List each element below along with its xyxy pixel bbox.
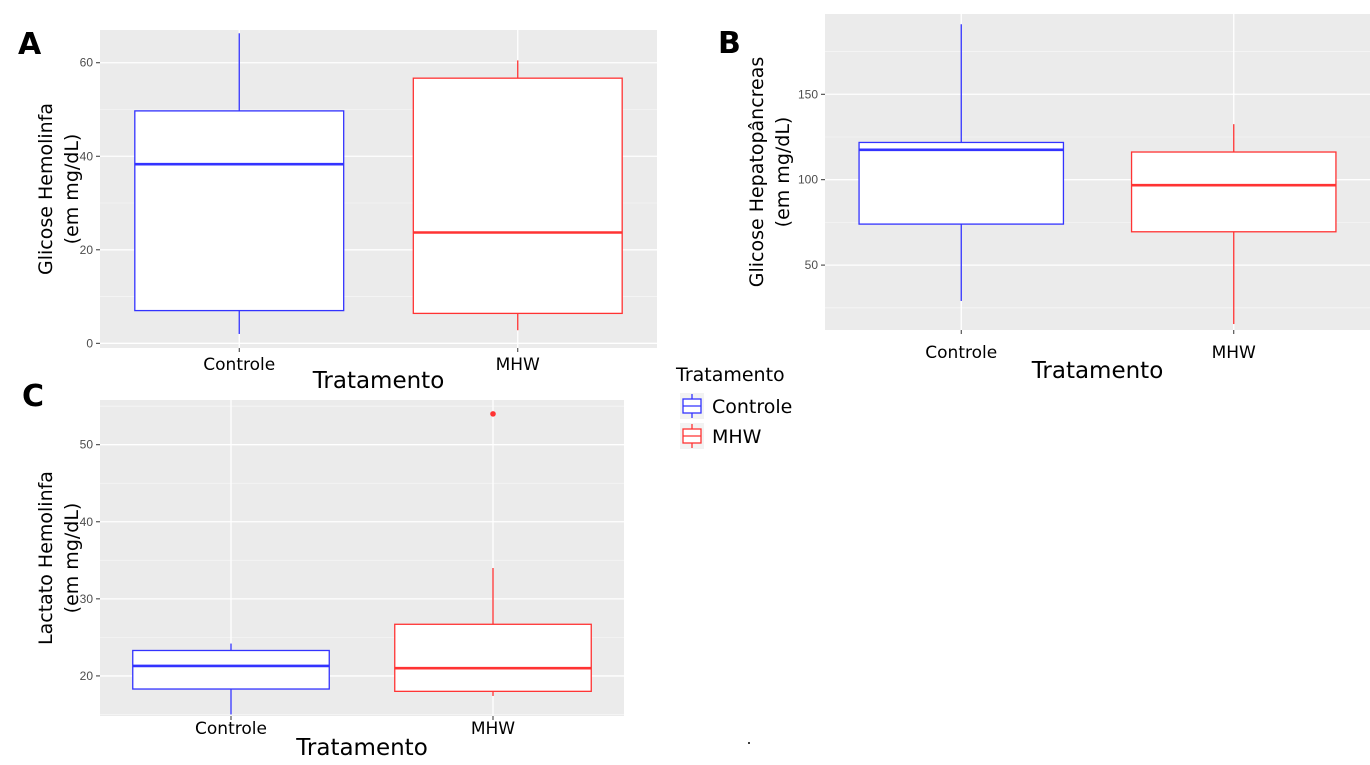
y-axis-label-line-1: Lactato Hemolinfa xyxy=(35,471,57,645)
box-iqr xyxy=(412,77,623,315)
panel-a: 0 20 40 60 Controle MHW Tratamento Glicose Hemo… xyxy=(18,27,657,394)
outlier-point xyxy=(490,411,496,417)
y-axis-label-line-2: (em mg/dL) xyxy=(772,117,794,228)
box-iqr xyxy=(132,649,330,690)
y-tick-label: 60 xyxy=(80,56,94,70)
y-tick-label: 50 xyxy=(80,438,94,452)
y-tick-label: 20 xyxy=(80,243,94,257)
x-category-label: Controle xyxy=(195,719,267,739)
y-tick-label: 0 xyxy=(86,336,93,350)
y-axis-label-line-1: Glicose Hepatopâncreas xyxy=(746,57,768,288)
x-category-label: Controle xyxy=(925,343,997,363)
legend-label: Controle xyxy=(712,396,792,418)
box-controle xyxy=(132,643,330,715)
y-tick-label: 40 xyxy=(80,515,94,529)
legend-label: MHW xyxy=(712,426,762,448)
x-axis-label: Tratamento xyxy=(312,368,445,394)
box-mhw xyxy=(412,60,623,331)
box-iqr xyxy=(134,110,345,312)
box-mhw xyxy=(1130,124,1337,325)
box-controle xyxy=(858,24,1065,301)
y-axis-label-line-2: (em mg/dL) xyxy=(61,503,83,614)
legend: Tratamento Controle MHW xyxy=(675,364,792,449)
box-iqr xyxy=(858,141,1065,225)
y-tick-label: 50 xyxy=(805,258,819,272)
box-mhw xyxy=(394,411,592,696)
y-tick-label: 20 xyxy=(80,669,94,683)
stray-dot xyxy=(748,742,750,744)
y-axis-label-line-1: Glicose Hemolinfa xyxy=(35,103,57,275)
y-axis-label: Glicose Hemolinfa (em mg/dL) xyxy=(35,103,83,275)
y-tick-label: 150 xyxy=(798,87,818,101)
y-tick-label: 40 xyxy=(80,149,94,163)
y-tick-label: 100 xyxy=(798,173,818,187)
box-iqr xyxy=(394,623,592,692)
x-category-label: MHW xyxy=(496,355,540,375)
y-axis-label: Glicose Hepatopâncreas (em mg/dL) xyxy=(746,57,794,288)
x-axis-label: Tratamento xyxy=(1031,358,1164,384)
y-axis-label-line-2: (em mg/dL) xyxy=(61,134,83,245)
x-category-label: MHW xyxy=(471,719,515,739)
box-iqr xyxy=(1130,151,1337,233)
panel-letter: C xyxy=(22,379,44,414)
panel-letter: B xyxy=(718,26,741,61)
box-controle xyxy=(134,33,345,334)
x-axis-label: Tratamento xyxy=(295,735,428,761)
legend-title: Tratamento xyxy=(675,364,785,386)
x-category-label: MHW xyxy=(1212,343,1256,363)
legend-key-controle xyxy=(680,393,704,419)
y-axis-label: Lactato Hemolinfa (em mg/dL) xyxy=(35,471,83,645)
x-category-label: Controle xyxy=(203,355,275,375)
panel-c: 20 30 40 50 Controle MHW Tratamento Lactato Hem… xyxy=(22,379,624,761)
panel-letter: A xyxy=(18,27,42,62)
legend-key-mhw xyxy=(680,423,704,449)
y-tick-label: 30 xyxy=(80,592,94,606)
panel-b: 50 100 150 Controle MHW Tratamento Glicose Hep… xyxy=(718,14,1370,384)
